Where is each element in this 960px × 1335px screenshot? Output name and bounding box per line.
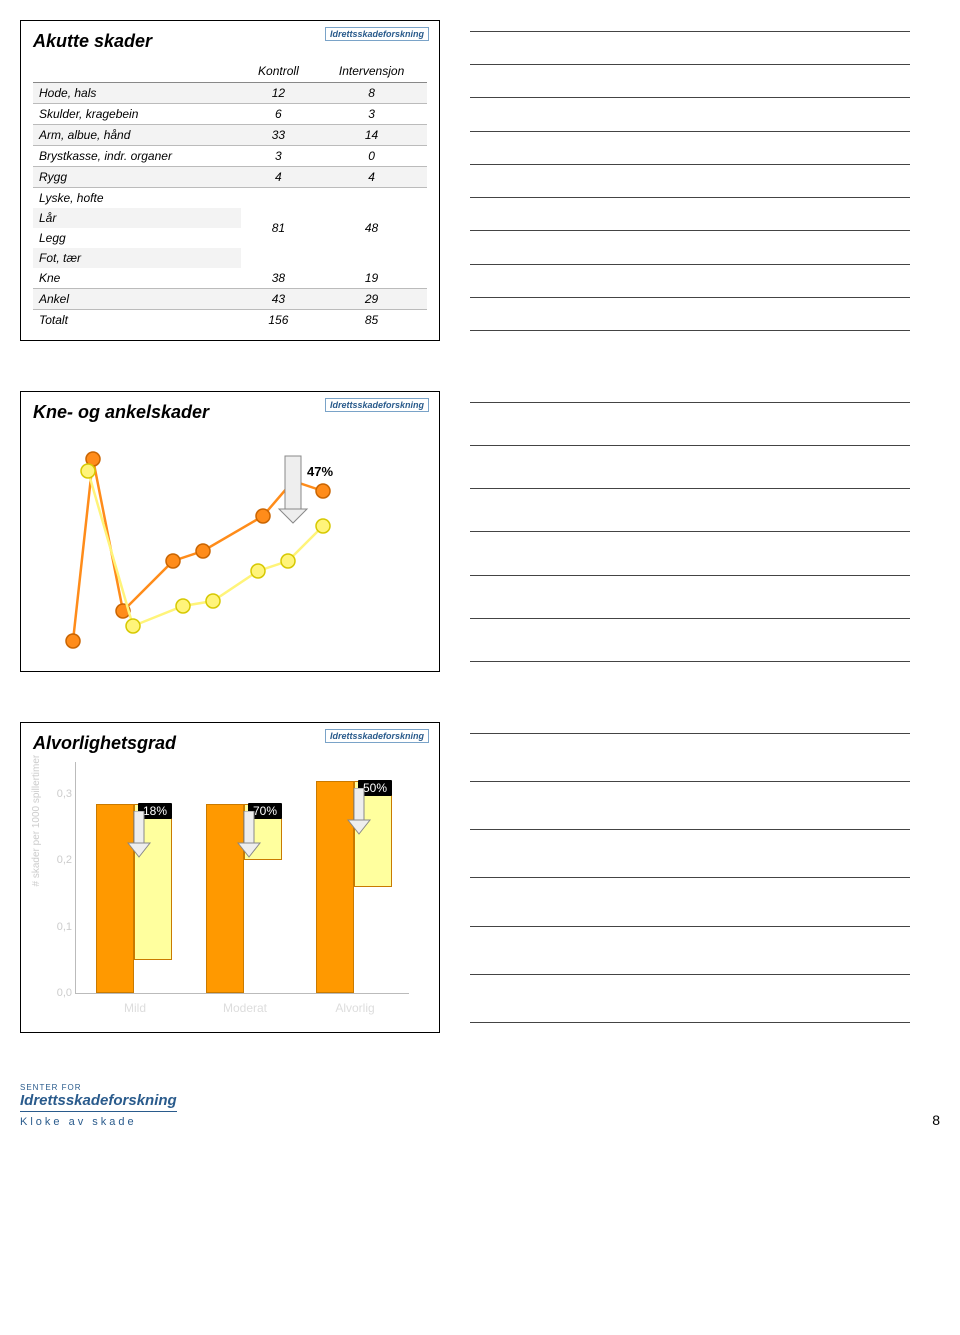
col-header-2: Intervensjon: [316, 60, 427, 83]
table-cell: 0: [316, 146, 427, 167]
table-cell: 8: [316, 83, 427, 104]
note-line: [470, 732, 910, 734]
logo-tagline: Kloke av skade: [20, 1116, 177, 1128]
note-line: [470, 574, 910, 576]
note-line: [470, 444, 910, 446]
table-cell: Skulder, kragebein: [33, 104, 241, 125]
x-category: Alvorlig: [316, 1001, 394, 1015]
note-line: [470, 30, 910, 32]
table-cell: Rygg: [33, 167, 241, 188]
table-cell: Arm, albue, hånd: [33, 125, 241, 146]
panel-line-chart: Kne- og ankelskader Idrettsskadeforsknin…: [20, 391, 440, 672]
y-tick: 0,0: [46, 987, 72, 999]
note-line: [470, 487, 910, 489]
table-cell: 6: [241, 104, 316, 125]
note-line: [470, 96, 910, 98]
total-label: Totalt: [33, 310, 241, 331]
total-kontroll: 156: [241, 310, 316, 331]
footer-logo: SENTER FOR Idrettsskadeforskning Kloke a…: [20, 1083, 177, 1128]
note-line: [470, 329, 910, 331]
note-line: [470, 530, 910, 532]
note-line: [470, 617, 910, 619]
y-tick: 0,2: [46, 854, 72, 866]
total-intervensjon: 85: [316, 310, 427, 331]
slide-row-bar: Alvorlighetsgrad Idrettsskadeforskning #…: [20, 722, 940, 1033]
logo-badge: Idrettsskadeforskning: [325, 729, 429, 743]
note-line: [470, 296, 910, 298]
table-cell: 3: [241, 146, 316, 167]
table-cell: Legg: [33, 228, 241, 248]
logo-main: Idrettsskadeforskning: [20, 1092, 177, 1112]
table-cell: Fot, tær: [33, 248, 241, 268]
table-cell: 3: [316, 104, 427, 125]
y-axis-label: # skader per 1000 spillertimer: [31, 755, 42, 887]
table-cell: Hode, hals: [33, 83, 241, 104]
table-cell: Ankel: [33, 289, 241, 310]
y-tick: 0,3: [46, 788, 72, 800]
table-cell: 33: [241, 125, 316, 146]
note-line: [470, 163, 910, 165]
x-category: Mild: [96, 1001, 174, 1015]
table-cell: 4: [316, 167, 427, 188]
table-cell: 19: [316, 268, 427, 289]
table-cell: 29: [316, 289, 427, 310]
line-chart: 47%: [33, 431, 413, 661]
page-footer: SENTER FOR Idrettsskadeforskning Kloke a…: [20, 1083, 940, 1128]
table-cell: Lyske, hofte: [33, 188, 241, 209]
note-line: [470, 660, 910, 662]
table-cell: 14: [316, 125, 427, 146]
note-line: [470, 401, 910, 403]
notes-lines: [470, 391, 910, 672]
table-cell: Brystkasse, indr. organer: [33, 146, 241, 167]
down-arrow-icon: [236, 811, 262, 859]
reduction-label: 47%: [305, 464, 335, 479]
panel-bar-chart: Alvorlighetsgrad Idrettsskadeforskning #…: [20, 722, 440, 1033]
table-cell: 12: [241, 83, 316, 104]
col-header-1: Kontroll: [241, 60, 316, 83]
note-line: [470, 196, 910, 198]
merged-cell: 48: [316, 188, 427, 269]
page-number: 8: [932, 1112, 940, 1128]
y-tick: 0,1: [46, 921, 72, 933]
note-line: [470, 780, 910, 782]
slide-row-line: Kne- og ankelskader Idrettsskadeforsknin…: [20, 391, 940, 672]
notes-lines: [470, 722, 910, 1033]
note-line: [470, 63, 910, 65]
note-line: [470, 828, 910, 830]
note-line: [470, 925, 910, 927]
note-line: [470, 973, 910, 975]
note-line: [470, 263, 910, 265]
bar-chart: # skader per 1000 spillertimer 0,00,10,2…: [33, 762, 413, 1022]
notes-lines: [470, 20, 910, 341]
down-arrow-icon: [346, 788, 372, 836]
slide-row-table: Akutte skader Idrettsskadeforskning Kont…: [20, 20, 940, 341]
down-arrow-icon: [126, 811, 152, 859]
table-cell: 4: [241, 167, 316, 188]
note-line: [470, 1021, 910, 1023]
injury-table: Kontroll Intervensjon Hode, hals128 Skuld…: [33, 60, 427, 330]
note-line: [470, 130, 910, 132]
note-line: [470, 876, 910, 878]
col-header-0: [33, 60, 241, 83]
table-cell: Lår: [33, 208, 241, 228]
panel-table: Akutte skader Idrettsskadeforskning Kont…: [20, 20, 440, 341]
table-cell: Kne: [33, 268, 241, 289]
logo-badge: Idrettsskadeforskning: [325, 398, 429, 412]
logo-badge: Idrettsskadeforskning: [325, 27, 429, 41]
note-line: [470, 229, 910, 231]
table-cell: 43: [241, 289, 316, 310]
merged-cell: 81: [241, 188, 316, 269]
logo-above: SENTER FOR: [20, 1083, 177, 1092]
x-category: Moderat: [206, 1001, 284, 1015]
table-cell: 38: [241, 268, 316, 289]
